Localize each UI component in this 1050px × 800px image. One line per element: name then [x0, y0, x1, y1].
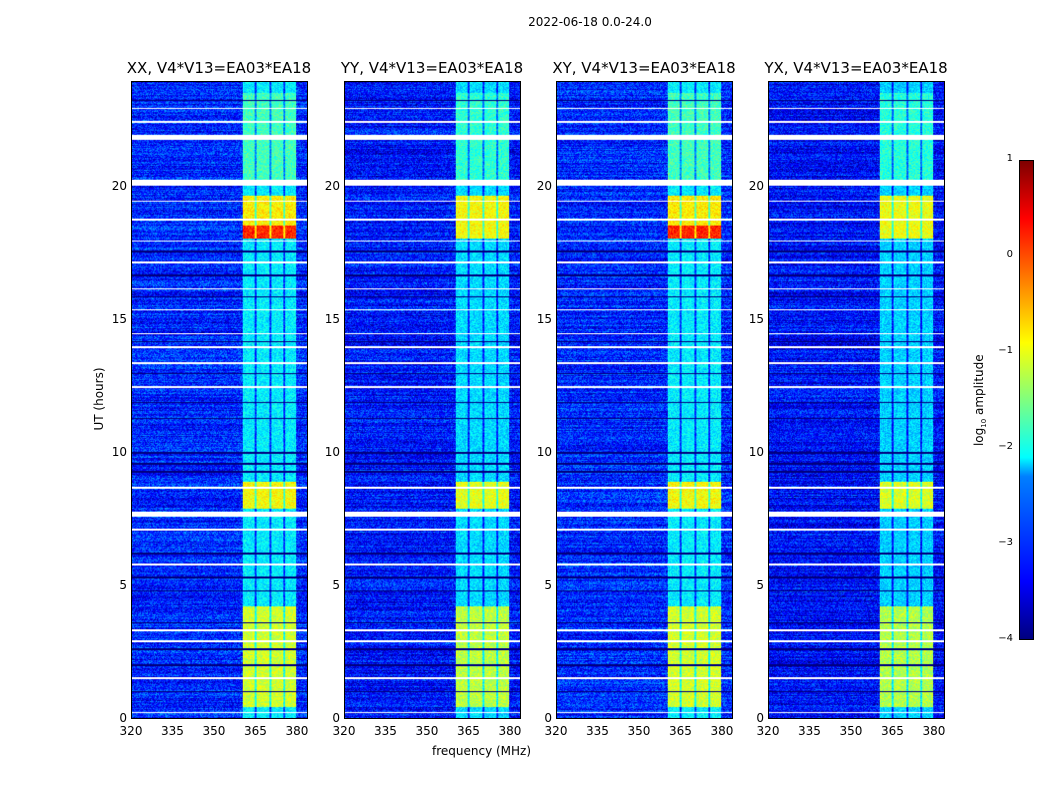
colorbar-tick-label: 1 — [1006, 153, 1013, 164]
x-tick-label: 350 — [415, 724, 439, 738]
colorbar-label: log10 amplitude — [971, 354, 989, 447]
y-tick-label: 5 — [332, 578, 340, 593]
y-tick-label: 10 — [536, 445, 552, 460]
spectrogram-image — [132, 82, 307, 718]
spectrogram-image — [345, 82, 520, 718]
x-tick-label: 320 — [119, 724, 143, 738]
y-tick-label: 20 — [324, 179, 340, 194]
panel-title: XX, V4*V13=EA03*EA18 — [126, 59, 312, 77]
y-tick-label: 15 — [111, 312, 127, 327]
spectrogram-panel — [344, 81, 521, 719]
x-tick-label: 365 — [457, 724, 480, 738]
x-tick-label: 365 — [669, 724, 692, 738]
y-tick-label: 0 — [119, 711, 127, 725]
spectrogram-image — [769, 82, 944, 718]
x-tick-label: 380 — [922, 724, 946, 738]
panel-title: YX, V4*V13=EA03*EA18 — [764, 59, 948, 77]
x-tick-label: 380 — [285, 724, 309, 738]
x-tick-label: 365 — [244, 724, 267, 738]
colorbar-tick-label: −1 — [998, 345, 1013, 356]
x-axis-label: frequency (MHz) — [432, 744, 532, 758]
y-tick-label: 0 — [756, 711, 764, 725]
x-tick-label: 350 — [202, 724, 226, 738]
y-tick-label: 0 — [544, 711, 552, 725]
y-tick-label: 15 — [536, 312, 552, 327]
colorbar-tick-label: −3 — [998, 537, 1013, 548]
colorbar-tick-label: −4 — [998, 633, 1013, 644]
x-tick-label: 380 — [710, 724, 734, 738]
y-tick-label: 5 — [119, 578, 127, 593]
colorbar-tick-label: −2 — [998, 441, 1013, 452]
x-tick-label: 350 — [627, 724, 651, 738]
spectrogram-panel — [131, 81, 308, 719]
y-tick-label: 10 — [324, 445, 340, 460]
colorbar — [1019, 160, 1034, 640]
spectrogram-panel — [768, 81, 945, 719]
x-tick-label: 320 — [332, 724, 356, 738]
spectrogram-image — [557, 82, 732, 718]
panel-title: YY, V4*V13=EA03*EA18 — [340, 59, 524, 77]
y-tick-label: 5 — [756, 578, 764, 593]
y-tick-label: 5 — [544, 578, 552, 593]
y-tick-label: 0 — [332, 711, 340, 725]
colorbar-tick-label: 0 — [1006, 249, 1013, 260]
x-tick-label: 320 — [756, 724, 780, 738]
x-tick-label: 350 — [839, 724, 863, 738]
x-tick-label: 380 — [498, 724, 522, 738]
panel-title: XY, V4*V13=EA03*EA18 — [552, 59, 736, 77]
y-tick-label: 15 — [748, 312, 764, 327]
y-tick-label: 10 — [111, 445, 127, 460]
x-tick-label: 365 — [881, 724, 904, 738]
x-tick-label: 335 — [586, 724, 609, 738]
y-tick-label: 20 — [536, 179, 552, 194]
figure-title: 2022-06-18 0.0-24.0 — [528, 15, 652, 29]
y-tick-label: 10 — [748, 445, 764, 460]
y-axis-label: UT (hours) — [92, 367, 106, 431]
y-tick-label: 20 — [748, 179, 764, 194]
x-tick-label: 335 — [798, 724, 821, 738]
x-tick-label: 335 — [161, 724, 184, 738]
x-tick-label: 320 — [544, 724, 568, 738]
y-tick-label: 20 — [111, 179, 127, 194]
y-tick-label: 15 — [324, 312, 340, 327]
spectrogram-panel — [556, 81, 733, 719]
x-tick-label: 335 — [374, 724, 397, 738]
